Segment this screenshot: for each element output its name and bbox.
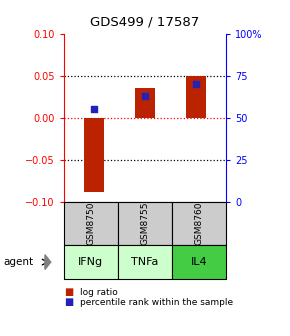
Text: GSM8755: GSM8755 bbox=[140, 202, 150, 245]
Text: agent: agent bbox=[3, 257, 33, 267]
Text: GSM8760: GSM8760 bbox=[195, 202, 204, 245]
Text: percentile rank within the sample: percentile rank within the sample bbox=[80, 298, 233, 307]
Text: GDS499 / 17587: GDS499 / 17587 bbox=[90, 15, 200, 28]
Text: IL4: IL4 bbox=[191, 257, 207, 267]
Text: IFNg: IFNg bbox=[78, 257, 104, 267]
Text: GSM8750: GSM8750 bbox=[86, 202, 95, 245]
Text: TNFa: TNFa bbox=[131, 257, 159, 267]
Text: ■: ■ bbox=[64, 297, 73, 307]
Point bbox=[193, 81, 198, 87]
Bar bbox=[84, 118, 104, 192]
Text: ■: ■ bbox=[64, 287, 73, 297]
Text: log ratio: log ratio bbox=[80, 288, 117, 297]
Point bbox=[92, 107, 97, 112]
Bar bbox=[186, 76, 206, 118]
Bar bbox=[135, 88, 155, 118]
Point bbox=[143, 93, 147, 98]
